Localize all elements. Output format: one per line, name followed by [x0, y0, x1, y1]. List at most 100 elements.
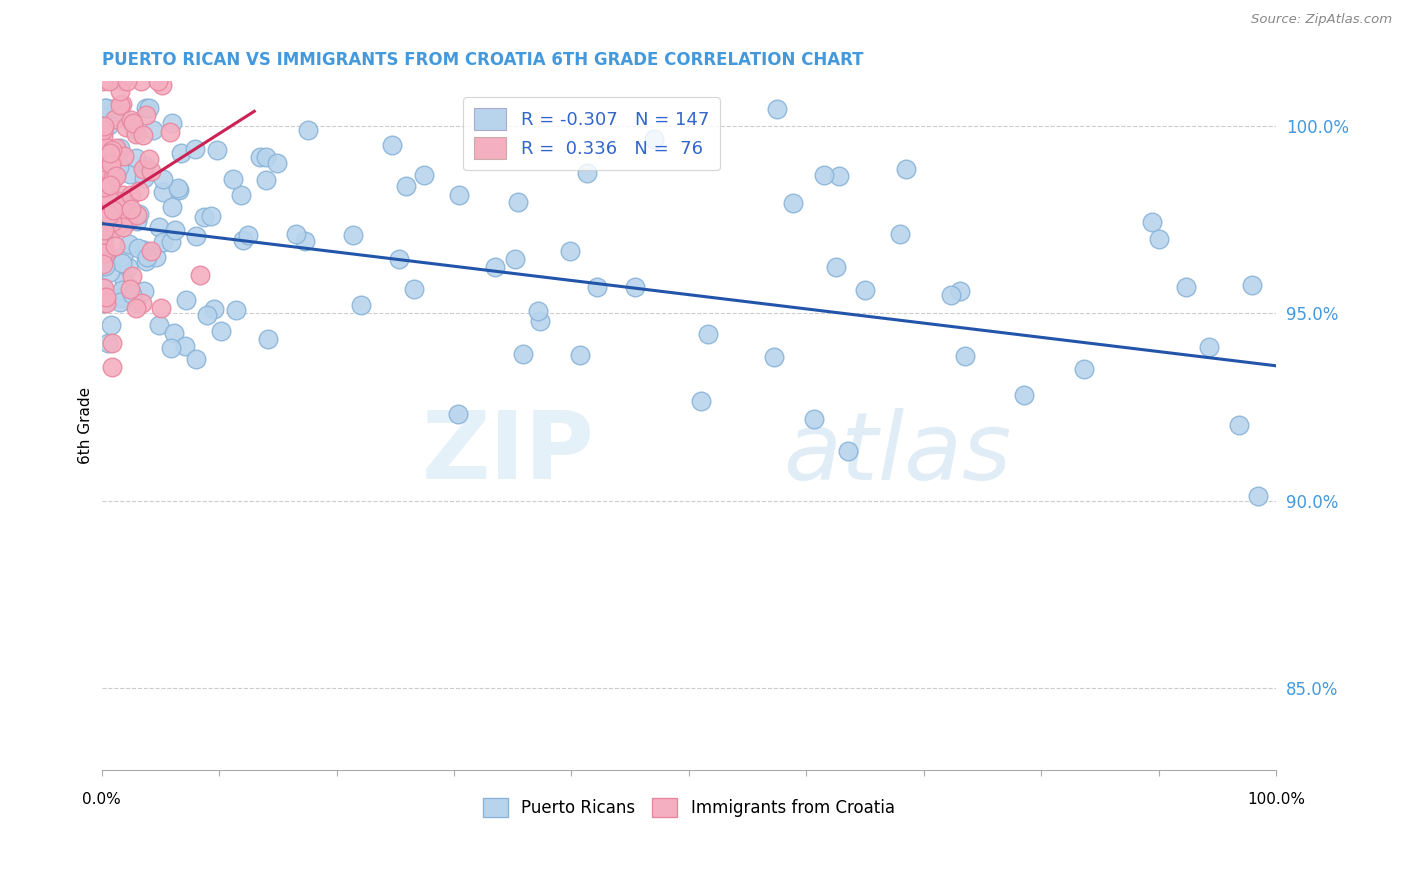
Point: [894, 162, 917, 177]
Point: [101, 169, 124, 184]
Point: [696, 326, 718, 341]
Point: [91, 169, 114, 183]
Point: [91, 219, 114, 233]
Point: [111, 74, 134, 88]
Point: [101, 335, 124, 350]
Point: [828, 169, 851, 183]
Text: atlas: atlas: [783, 408, 1011, 499]
Point: [135, 253, 157, 268]
Point: [395, 178, 418, 193]
Point: [141, 164, 163, 178]
Point: [110, 98, 132, 112]
Point: [163, 326, 186, 340]
Point: [128, 184, 150, 198]
Point: [101, 143, 124, 157]
Point: [94, 246, 117, 260]
Point: [1073, 361, 1095, 376]
Point: [200, 209, 222, 223]
Point: [1140, 215, 1163, 229]
Point: [100, 318, 122, 332]
Point: [225, 303, 247, 318]
Point: [107, 194, 129, 209]
Point: [837, 444, 859, 458]
Point: [134, 284, 156, 298]
Point: [100, 146, 122, 161]
Point: [93, 230, 115, 244]
Point: [162, 200, 184, 214]
Point: [98, 178, 121, 192]
Point: [111, 195, 134, 210]
Point: [209, 324, 232, 338]
Point: [93, 180, 115, 194]
Point: [125, 301, 148, 316]
Point: [643, 131, 665, 145]
Point: [152, 172, 174, 186]
Point: [128, 207, 150, 221]
Point: [94, 156, 117, 170]
Point: [232, 233, 254, 247]
Legend: Puerto Ricans, Immigrants from Croatia: Puerto Ricans, Immigrants from Croatia: [477, 791, 901, 823]
Point: [112, 149, 135, 163]
Point: [115, 120, 138, 134]
Point: [103, 194, 125, 209]
Point: [107, 291, 129, 305]
Point: [249, 150, 271, 164]
Point: [107, 218, 129, 232]
Point: [138, 153, 160, 167]
Point: [91, 110, 114, 124]
Point: [91, 245, 114, 260]
Point: [91, 146, 114, 161]
Point: [107, 106, 129, 120]
Point: [91, 280, 114, 294]
Point: [152, 235, 174, 250]
Point: [114, 291, 136, 305]
Point: [529, 314, 551, 328]
Point: [447, 407, 470, 421]
Point: [766, 102, 789, 116]
Point: [110, 295, 132, 310]
Point: [100, 103, 122, 117]
Point: [813, 168, 835, 182]
Point: [236, 227, 259, 242]
Point: [101, 174, 124, 188]
Point: [104, 148, 127, 162]
Point: [124, 296, 146, 310]
Point: [108, 200, 131, 214]
Point: [350, 298, 373, 312]
Point: [97, 118, 120, 132]
Y-axis label: 6th Grade: 6th Grade: [79, 387, 93, 464]
Point: [762, 350, 785, 364]
Point: [568, 348, 591, 362]
Point: [97, 208, 120, 222]
Point: [186, 351, 208, 366]
Point: [803, 412, 825, 426]
Point: [112, 249, 135, 263]
Point: [889, 227, 911, 241]
Point: [111, 209, 134, 223]
Point: [105, 206, 128, 220]
Text: ZIP: ZIP: [422, 408, 595, 500]
Point: [256, 332, 278, 346]
Point: [94, 246, 117, 260]
Point: [98, 193, 121, 207]
Point: [101, 113, 124, 128]
Point: [160, 116, 183, 130]
Point: [122, 116, 145, 130]
Point: [94, 290, 117, 304]
Point: [111, 256, 134, 270]
Point: [131, 296, 153, 310]
Point: [117, 260, 139, 275]
Point: [184, 228, 207, 243]
Point: [100, 102, 122, 116]
Point: [93, 223, 115, 237]
Point: [512, 346, 534, 360]
Point: [388, 252, 411, 266]
Point: [121, 286, 143, 301]
Point: [1227, 417, 1250, 432]
Point: [107, 143, 129, 157]
Point: [558, 244, 581, 258]
Point: [105, 169, 128, 183]
Point: [122, 122, 145, 136]
Point: [941, 288, 963, 302]
Point: [97, 74, 120, 88]
